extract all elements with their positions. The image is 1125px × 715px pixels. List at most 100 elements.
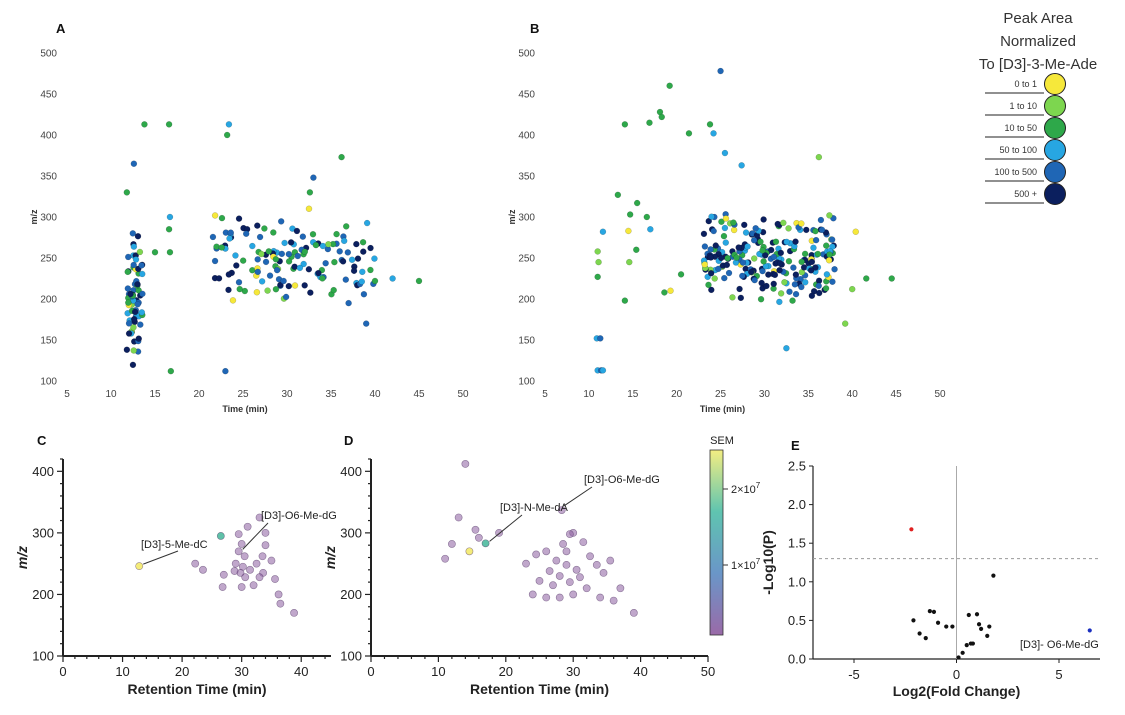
data-point bbox=[979, 626, 984, 631]
panel-b: B 5 10 15 20 25 30 35 40 45 50 100 150 200 250 300 350 40… bbox=[507, 21, 946, 414]
data-point bbox=[331, 258, 338, 266]
data-point bbox=[1087, 628, 1092, 633]
data-point bbox=[791, 281, 799, 288]
data-point bbox=[599, 367, 607, 374]
data-point bbox=[227, 229, 234, 236]
data-point bbox=[825, 257, 833, 264]
data-point bbox=[124, 268, 131, 276]
data-point bbox=[705, 281, 712, 289]
data-point bbox=[621, 297, 629, 304]
data-point bbox=[774, 220, 781, 228]
data-point bbox=[348, 256, 356, 263]
data-point bbox=[325, 241, 332, 248]
data-point bbox=[233, 262, 240, 269]
data-point bbox=[371, 255, 378, 262]
data-point bbox=[300, 260, 307, 268]
data-point bbox=[722, 215, 730, 222]
data-point bbox=[572, 565, 581, 574]
data-point bbox=[976, 622, 982, 627]
data-point bbox=[454, 513, 463, 522]
data-point bbox=[354, 255, 362, 262]
data-point bbox=[130, 160, 138, 167]
data-point bbox=[777, 249, 784, 257]
data-point bbox=[803, 226, 810, 234]
data-point bbox=[736, 285, 743, 293]
legend-entry-label: 0 to 1 bbox=[1014, 79, 1037, 89]
data-point bbox=[125, 320, 133, 327]
x-tick-label: 50 bbox=[934, 389, 946, 400]
data-point bbox=[211, 212, 219, 219]
data-point bbox=[137, 321, 144, 328]
data-point bbox=[299, 233, 307, 240]
data-point bbox=[781, 279, 788, 286]
data-point bbox=[776, 266, 783, 274]
legend-entry-label: 1 to 10 bbox=[1009, 101, 1037, 111]
data-point bbox=[985, 633, 990, 638]
data-point bbox=[165, 226, 173, 233]
data-point bbox=[708, 286, 715, 294]
data-point bbox=[312, 241, 320, 249]
x-tick-label: 30 bbox=[234, 664, 248, 679]
data-point bbox=[763, 282, 770, 290]
y-tick-label: 100 bbox=[32, 649, 54, 664]
data-point bbox=[944, 624, 949, 629]
data-point bbox=[730, 226, 738, 234]
data-point bbox=[599, 228, 607, 235]
annotation-label: [D3]-O6-Me-dG bbox=[584, 474, 660, 486]
data-point bbox=[633, 246, 640, 254]
data-point bbox=[294, 252, 301, 260]
data-point bbox=[474, 533, 483, 542]
data-point bbox=[818, 226, 826, 234]
data-point bbox=[367, 266, 374, 274]
data-point bbox=[762, 252, 769, 259]
data-point bbox=[123, 346, 131, 353]
x-tick-label: 20 bbox=[499, 664, 513, 679]
data-point bbox=[132, 256, 140, 263]
data-point bbox=[274, 590, 283, 599]
y-axis-label: -Log10(P) bbox=[760, 530, 776, 595]
data-point bbox=[828, 236, 836, 243]
data-point bbox=[626, 258, 633, 266]
colorbar-title: SEM bbox=[710, 435, 734, 447]
data-point bbox=[718, 254, 725, 262]
y-tick-label: 450 bbox=[518, 90, 535, 101]
data-point bbox=[609, 596, 618, 605]
data-point bbox=[225, 271, 233, 278]
data-point bbox=[339, 258, 347, 265]
data-point bbox=[817, 216, 825, 224]
annotation-label: [D3]-O6-Me-dG bbox=[261, 510, 337, 522]
data-point bbox=[701, 243, 709, 250]
data-point bbox=[134, 281, 141, 288]
data-point bbox=[715, 265, 722, 273]
data-point bbox=[264, 287, 271, 294]
data-point bbox=[481, 539, 490, 548]
x-tick-label: 35 bbox=[325, 389, 337, 400]
data-point bbox=[277, 218, 285, 225]
data-point bbox=[243, 522, 252, 531]
x-tick-label: 50 bbox=[457, 389, 469, 400]
data-point bbox=[960, 650, 965, 655]
data-point bbox=[256, 233, 264, 241]
data-point bbox=[461, 460, 470, 468]
data-point bbox=[291, 282, 299, 289]
data-point bbox=[770, 280, 777, 288]
data-point bbox=[723, 261, 731, 269]
data-point bbox=[888, 275, 895, 282]
data-point bbox=[750, 237, 758, 244]
data-point bbox=[287, 239, 295, 246]
data-point bbox=[285, 282, 293, 290]
data-point bbox=[783, 345, 790, 352]
data-point bbox=[621, 121, 629, 128]
panel-a: A 5 10 15 20 25 30 35 40 45 50 100 150 200 250 300 350 40… bbox=[29, 21, 469, 414]
data-point bbox=[301, 282, 308, 289]
data-point bbox=[565, 530, 574, 539]
y-tick-label: 1.5 bbox=[788, 536, 806, 551]
data-point bbox=[363, 219, 371, 227]
x-tick-label: 20 bbox=[671, 389, 683, 400]
data-point bbox=[242, 230, 250, 237]
y-tick-label: 2.5 bbox=[788, 459, 806, 474]
data-point bbox=[141, 121, 148, 128]
data-point bbox=[721, 274, 728, 282]
data-point bbox=[677, 271, 685, 278]
data-point bbox=[211, 257, 219, 265]
